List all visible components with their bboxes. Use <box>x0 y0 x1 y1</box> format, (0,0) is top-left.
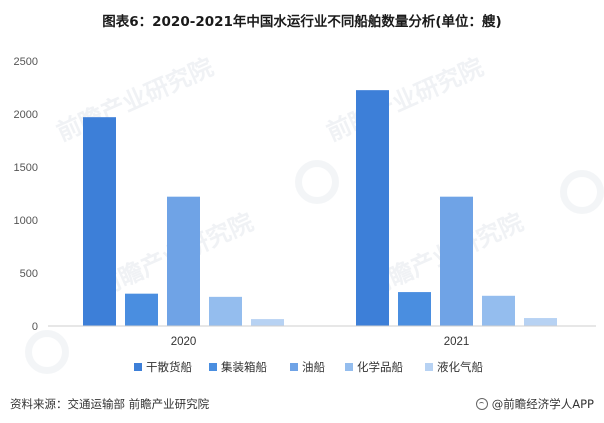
bar-4-2021 <box>482 295 515 326</box>
bar-4-2020 <box>209 296 242 326</box>
legend-label: 干散货船 <box>146 360 192 374</box>
legend-label: 液化气船 <box>437 360 483 374</box>
chart-title: 图表6：2020-2021年中国水运行业不同船舶数量分析(单位：艘) <box>102 14 502 30</box>
bar-1-2021 <box>356 90 389 327</box>
legend-label: 油船 <box>302 360 325 374</box>
y-tick-label: 1500 <box>14 162 38 174</box>
bar-1-2020 <box>83 117 116 327</box>
legend-swatch <box>134 363 142 371</box>
bar-3-2021 <box>440 196 473 326</box>
footer-brand: @前瞻经济学人APP <box>475 396 594 412</box>
bar-2-2020 <box>125 293 158 326</box>
legend-swatch <box>345 363 353 371</box>
brand-label: @前瞻经济学人APP <box>491 397 594 411</box>
y-tick-label: 2000 <box>14 109 38 121</box>
y-tick-label: 0 <box>32 321 38 333</box>
bar-3-2020 <box>167 196 200 326</box>
y-tick-label: 1000 <box>14 215 38 227</box>
source-note: 资料来源：交通运输部 前瞻产业研究院 <box>10 397 210 411</box>
brand-logo-icon <box>475 398 488 410</box>
legend-swatch <box>209 363 217 371</box>
legend-swatch <box>425 363 433 371</box>
legend: 干散货船 集装箱船 油船 化学品船 液化气船 <box>134 360 483 374</box>
x-axis: 2020 2021 <box>171 336 470 348</box>
legend-label: 集装箱船 <box>221 360 267 374</box>
bar-5-2021 <box>524 318 557 326</box>
legend-label: 化学品船 <box>357 360 403 374</box>
bar-5-2020 <box>251 319 284 326</box>
bar-2-2021 <box>398 292 431 326</box>
bars <box>83 90 557 327</box>
x-tick-label: 2020 <box>171 336 197 348</box>
y-axis: 0 500 1000 1500 2000 2500 <box>14 56 38 333</box>
y-tick-label: 2500 <box>14 56 38 68</box>
x-tick-label: 2021 <box>444 336 470 348</box>
y-tick-label: 500 <box>20 268 38 280</box>
legend-swatch <box>290 363 298 371</box>
